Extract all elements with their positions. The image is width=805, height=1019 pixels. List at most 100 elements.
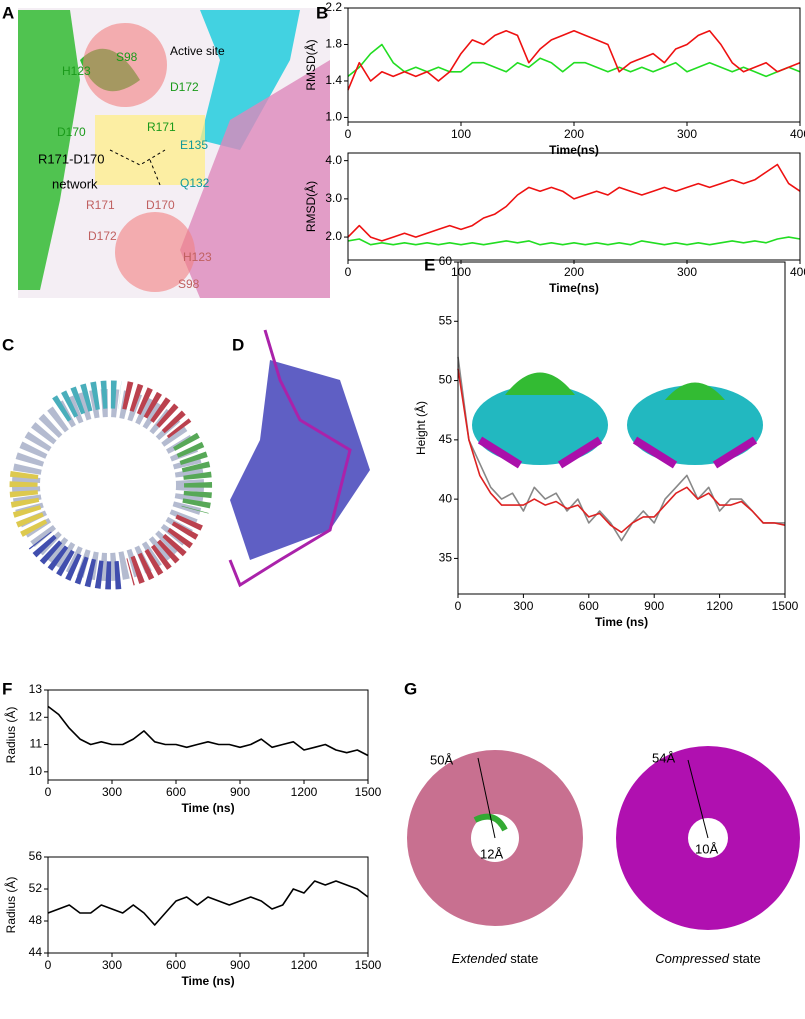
panel-letter: B bbox=[316, 3, 328, 22]
x-tick-label: 1500 bbox=[355, 958, 382, 972]
label: R171 bbox=[86, 198, 115, 212]
y-tick-label: 3.0 bbox=[325, 191, 342, 205]
y-axis-label: RMSD(Å) bbox=[303, 181, 318, 232]
series-line bbox=[47, 880, 369, 926]
x-tick-label: 600 bbox=[166, 958, 186, 972]
plot-frame bbox=[457, 261, 786, 595]
y-tick-label: 11 bbox=[30, 737, 43, 751]
panel-e-insets bbox=[472, 372, 763, 469]
caption: Compressed state bbox=[655, 951, 761, 966]
y-tick-label: 35 bbox=[439, 551, 453, 565]
x-tick-label: 200 bbox=[564, 127, 584, 141]
active-site-circle bbox=[83, 23, 167, 107]
ring-segment bbox=[28, 531, 122, 590]
y-tick-label: 12 bbox=[29, 709, 43, 723]
y-tick-label: 1.8 bbox=[325, 37, 342, 51]
x-tick-label: 0 bbox=[345, 127, 352, 141]
x-tick-label: 1500 bbox=[355, 785, 382, 799]
series-line bbox=[347, 30, 801, 91]
cyan-helix bbox=[200, 10, 300, 150]
panel-letter: D bbox=[232, 335, 244, 354]
label: 12Å bbox=[480, 846, 503, 861]
label: R171 bbox=[147, 120, 176, 134]
x-tick-label: 300 bbox=[102, 958, 122, 972]
x-tick-label: 200 bbox=[564, 265, 584, 279]
x-tick-label: 400 bbox=[790, 265, 805, 279]
caption-rest: state bbox=[510, 951, 538, 966]
y-tick-label: 2.0 bbox=[325, 229, 342, 243]
y-tick-label: 13 bbox=[29, 682, 43, 696]
x-tick-label: 1200 bbox=[291, 958, 318, 972]
network-box bbox=[95, 115, 205, 185]
x-axis-label: Time (ns) bbox=[181, 801, 234, 815]
ring-segment bbox=[172, 432, 213, 514]
y-tick-label: 40 bbox=[439, 491, 453, 505]
label: S98 bbox=[178, 277, 200, 291]
caption-emphasis: Compressed bbox=[655, 951, 729, 966]
y-axis-label: Radius (Å) bbox=[3, 707, 18, 764]
y-tick-label: 52 bbox=[29, 881, 43, 895]
x-axis-label: Time(ns) bbox=[549, 281, 599, 295]
panel-letter: C bbox=[2, 335, 14, 354]
inset-protein bbox=[472, 385, 608, 465]
ring-segment bbox=[125, 514, 203, 586]
series-line bbox=[47, 705, 369, 757]
panel-letter: E bbox=[424, 255, 435, 274]
x-tick-label: 100 bbox=[451, 265, 471, 279]
y-tick-label: 4.0 bbox=[325, 153, 342, 167]
series-line bbox=[347, 236, 801, 246]
panel-c-art bbox=[9, 380, 213, 590]
inset-top bbox=[505, 372, 575, 395]
x-tick-label: 300 bbox=[513, 599, 533, 613]
radius-line bbox=[687, 759, 709, 839]
green-helix bbox=[18, 10, 80, 290]
active-site-circle bbox=[115, 212, 195, 292]
label: E135 bbox=[180, 138, 208, 152]
y-tick-label: 60 bbox=[439, 254, 453, 268]
label: H123 bbox=[62, 64, 91, 78]
x-tick-label: 1500 bbox=[772, 599, 799, 613]
y-tick-label: 48 bbox=[29, 913, 43, 927]
y-tick-label: 56 bbox=[29, 849, 43, 863]
label: S98 bbox=[116, 50, 138, 64]
label: 10Å bbox=[695, 841, 718, 856]
panel-letter: G bbox=[404, 679, 417, 698]
label: 54Å bbox=[652, 750, 675, 765]
series-line bbox=[457, 368, 786, 534]
pink-helix bbox=[180, 60, 330, 298]
label: Q132 bbox=[180, 176, 210, 190]
inset-helix bbox=[477, 436, 603, 469]
y-tick-label: 44 bbox=[29, 945, 43, 959]
x-tick-label: 900 bbox=[644, 599, 664, 613]
x-tick-label: 300 bbox=[677, 127, 697, 141]
label: H123 bbox=[183, 250, 212, 264]
series-line bbox=[347, 163, 801, 242]
panel-a-art bbox=[18, 8, 330, 298]
inset-helix bbox=[632, 436, 758, 469]
x-tick-label: 900 bbox=[230, 785, 250, 799]
x-tick-label: 900 bbox=[230, 958, 250, 972]
panel-letter: A bbox=[2, 3, 14, 22]
x-tick-label: 0 bbox=[45, 785, 52, 799]
label: 50Å bbox=[430, 752, 453, 767]
pore-green bbox=[473, 813, 508, 832]
inset-top bbox=[665, 382, 725, 400]
x-tick-label: 0 bbox=[455, 599, 462, 613]
y-axis-label: Height (Å) bbox=[413, 401, 428, 455]
label: D170 bbox=[146, 198, 175, 212]
caption: Extended state bbox=[452, 951, 539, 966]
backbone bbox=[228, 329, 352, 588]
label: network bbox=[52, 176, 98, 191]
y-tick-label: 50 bbox=[439, 373, 453, 387]
hbond-lines bbox=[109, 149, 166, 186]
y-tick-label: 2.2 bbox=[325, 0, 342, 14]
panel-letter: F bbox=[2, 679, 12, 698]
y-axis-label: Radius (Å) bbox=[3, 877, 18, 934]
panel-g-art bbox=[407, 746, 800, 930]
y-axis-label: RMSD(Å) bbox=[303, 39, 318, 90]
x-tick-label: 1200 bbox=[291, 785, 318, 799]
y-tick-label: 55 bbox=[439, 313, 453, 327]
inset-protein bbox=[627, 385, 763, 465]
x-tick-label: 400 bbox=[790, 127, 805, 141]
x-tick-label: 300 bbox=[102, 785, 122, 799]
